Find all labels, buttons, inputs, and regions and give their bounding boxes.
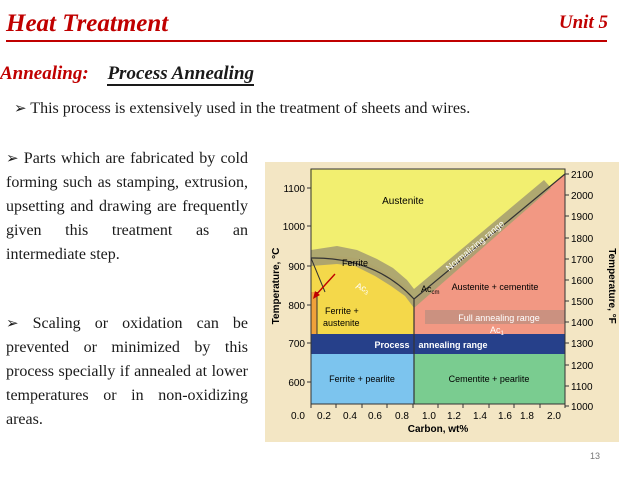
x-tick-label: 0.0 [291, 411, 305, 422]
arrow-bullet-icon: ➢ [6, 316, 19, 332]
label-ferrite: Ferrite [342, 258, 368, 268]
region-austenite [310, 169, 565, 299]
f-tick-label: 1400 [571, 318, 594, 329]
label-austenite: Austenite [382, 196, 424, 207]
x-tick-label: 1.2 [447, 411, 461, 422]
f-tick-label: 1100 [571, 382, 593, 393]
label-process: Process [374, 340, 409, 350]
process-annealing-range-band [311, 334, 565, 354]
iron-carbon-phase-diagram: 1100 1000 900 800 700 600 Temperature, °… [265, 162, 619, 442]
bullet-point-3: ➢ Scaling or oxidation can be prevented … [6, 312, 248, 432]
f-tick-label: 1700 [571, 255, 594, 266]
right-axis: 2100 2000 1900 1800 1700 1600 1500 1400 … [565, 170, 617, 413]
label-austenite-cementite: Austenite + cementite [452, 282, 539, 292]
subtitle-annealing: Annealing: [0, 63, 89, 84]
full-annealing-range-band [425, 310, 565, 324]
x-tick-label: 1.0 [422, 411, 436, 422]
c-tick-label: 600 [288, 378, 305, 389]
bullet-point-1: ➢ This process is extensively used in th… [14, 99, 470, 118]
x-tick-label: 1.4 [473, 411, 487, 422]
f-tick-label: 1900 [571, 212, 594, 223]
f-tick-label: 1600 [571, 276, 594, 287]
c-tick-label: 800 [288, 301, 305, 312]
label-ferrite-austenite-2: austenite [323, 318, 360, 328]
bullet-text-3: Scaling or oxidation can be prevented or… [6, 315, 249, 428]
label-acm: Accm [421, 284, 440, 296]
left-axis: 1100 1000 900 800 700 600 Temperature, °… [271, 184, 311, 389]
x-tick-label: 0.2 [317, 411, 331, 422]
ac3-curve [310, 257, 415, 300]
y-left-axis-label: Temperature, °C [271, 248, 282, 325]
bullet-text-2: Parts which are fabricated by cold formi… [6, 150, 248, 263]
f-tick-label: 1200 [571, 361, 594, 372]
ferrite-boundary [310, 257, 326, 293]
ferrite-austenite-strip [311, 292, 317, 334]
ferrite-arrow-head-icon [313, 291, 320, 299]
subtitle-process-annealing: Process Annealing [107, 63, 255, 86]
f-tick-label: 2100 [571, 170, 594, 181]
f-tick-label: 1000 [571, 402, 594, 413]
header-divider [6, 40, 607, 42]
x-axis: 0.0 0.2 0.4 0.6 0.8 1.0 1.2 1.4 1.6 1.8 … [291, 404, 566, 435]
label-ferrite-pearlite: Ferrite + pearlite [329, 374, 395, 384]
normalizing-range-band [311, 180, 551, 308]
x-tick-label: 1.6 [498, 411, 512, 422]
y-right-axis-label: Temperature, °F [606, 248, 617, 324]
c-tick-label: 900 [288, 262, 305, 273]
label-ac1: Ac1 [490, 325, 505, 337]
x-tick-label: 0.6 [368, 411, 382, 422]
f-tick-label: 1300 [571, 339, 594, 350]
bullet-point-2: ➢ Parts which are fabricated by cold for… [6, 147, 248, 267]
f-tick-label: 1500 [571, 297, 594, 308]
f-tick-label: 2000 [571, 191, 594, 202]
label-full-annealing-range: Full annealing range [458, 313, 540, 323]
label-annealing-range: annealing range [418, 340, 487, 350]
slide-title: Heat Treatment [6, 10, 169, 37]
arrow-bullet-icon: ➢ [6, 151, 19, 167]
page-number: 13 [590, 451, 601, 461]
label-cementite-pearlite: Cementite + pearlite [449, 374, 530, 384]
x-tick-label: 0.4 [343, 411, 357, 422]
c-tick-label: 1100 [283, 184, 305, 195]
arrow-bullet-icon: ➢ [14, 101, 27, 117]
label-ferrite-austenite-1: Ferrite + [325, 306, 359, 316]
label-ac3: Ac3 [354, 281, 372, 298]
x-tick-label: 1.8 [520, 411, 534, 422]
unit-label: Unit 5 [558, 12, 608, 33]
phase-diagram-svg: 1100 1000 900 800 700 600 Temperature, °… [271, 168, 617, 435]
bullet-text-1: This process is extensively used in the … [30, 100, 471, 117]
f-tick-label: 1800 [571, 234, 594, 245]
x-tick-label: 0.8 [395, 411, 409, 422]
x-tick-label: 2.0 [547, 411, 561, 422]
x-axis-label: Carbon, wt% [408, 424, 469, 435]
c-tick-label: 700 [288, 339, 305, 350]
section-subtitle: Annealing: Process Annealing [0, 63, 255, 86]
c-tick-label: 1000 [283, 222, 306, 233]
acm-line [413, 173, 566, 300]
ferrite-arrow [314, 273, 336, 297]
region-austenite-cementite [414, 174, 565, 334]
